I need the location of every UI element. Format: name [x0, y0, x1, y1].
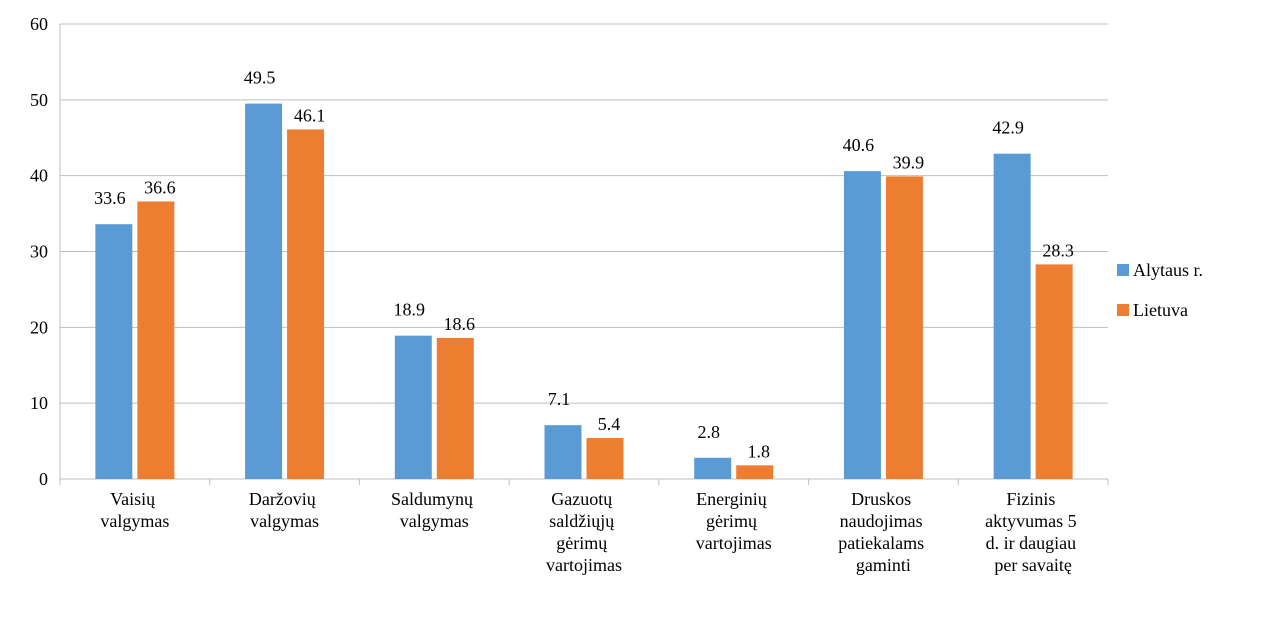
- x-tick-label-line: aktyvumas 5: [985, 511, 1081, 531]
- bar: [287, 129, 325, 480]
- bar: [1035, 264, 1073, 479]
- value-label: 36.6: [144, 177, 176, 197]
- value-label: 39.9: [893, 152, 925, 172]
- bar: [885, 176, 923, 480]
- bar: [544, 425, 582, 479]
- value-label: 18.6: [444, 314, 476, 334]
- y-tick-label: 40: [30, 166, 48, 186]
- bar: [245, 103, 283, 479]
- value-label: 33.6: [94, 188, 126, 208]
- legend-swatch: [1117, 264, 1129, 276]
- bar: [137, 201, 175, 479]
- x-tick-label-line: valgymas: [250, 511, 319, 531]
- value-label: 2.8: [697, 422, 720, 442]
- y-tick-label: 50: [30, 90, 48, 110]
- x-tick-label: Druskos naudojimas patiekalams gaminti: [838, 489, 928, 575]
- bar: [993, 153, 1031, 480]
- x-tick-label-line: vartojimas: [546, 555, 622, 575]
- x-tick-label-line: Energinių: [696, 489, 771, 509]
- value-label: 5.4: [598, 414, 621, 434]
- y-tick-label: 30: [30, 242, 48, 262]
- value-label: 1.8: [747, 441, 770, 461]
- x-tick-label-line: gėrimų: [556, 533, 612, 553]
- bar: [436, 337, 474, 479]
- bar: [736, 465, 774, 479]
- x-tick-label-line: gėrimų: [706, 511, 762, 531]
- x-tick-label-line: Daržovių: [249, 489, 320, 509]
- x-tick-label-line: Druskos: [851, 489, 916, 509]
- y-tick-label: 10: [30, 393, 48, 413]
- x-tick-label: Saldumynų valgymas: [391, 489, 478, 531]
- y-tick-label: 60: [30, 14, 48, 34]
- value-label: 49.5: [244, 68, 276, 88]
- value-label: 28.3: [1042, 240, 1074, 260]
- y-tick-label: 20: [30, 317, 48, 337]
- value-label: 42.9: [992, 118, 1024, 138]
- x-tick-label-line: patiekalams: [838, 533, 928, 553]
- x-tick-label-line: per savaitę: [994, 555, 1071, 575]
- x-tick-label-line: saldžiųjų: [549, 511, 619, 531]
- x-tick-label-line: vartojimas: [696, 533, 772, 553]
- x-tick-label: Gazuotų saldžiųjų gėrimų vartojimas: [546, 489, 622, 575]
- bar: [843, 171, 881, 479]
- x-tick-label-line: valgymas: [100, 511, 169, 531]
- value-label: 7.1: [548, 389, 571, 409]
- x-tick-label-line: Vaisių: [110, 489, 160, 509]
- bar: [95, 224, 133, 479]
- x-tick-label-line: Gazuotų: [551, 489, 616, 509]
- value-label: 46.1: [294, 105, 326, 125]
- value-label: 40.6: [843, 135, 875, 155]
- x-tick-label: Vaisių valgymas: [100, 489, 169, 531]
- legend-swatch: [1117, 304, 1129, 316]
- x-tick-label: Energinių gėrimų vartojimas: [696, 489, 772, 553]
- x-tick-label-line: d. ir daugiau: [986, 533, 1081, 553]
- bar: [694, 457, 732, 479]
- legend-label: Alytaus r.: [1133, 260, 1203, 280]
- y-tick-label: 0: [39, 469, 48, 489]
- x-tick-label-line: gaminti: [856, 555, 911, 575]
- x-tick-label: Daržovių valgymas: [249, 489, 320, 531]
- bar: [586, 438, 624, 479]
- bar: [394, 335, 432, 479]
- x-tick-label: Fizinis aktyvumas 5 d. ir daugiau per sa…: [985, 489, 1081, 575]
- value-label: 18.9: [394, 300, 426, 320]
- x-tick-label-line: Fizinis: [1006, 489, 1060, 509]
- x-tick-label-line: naudojimas: [840, 511, 928, 531]
- x-tick-label-line: Saldumynų: [391, 489, 478, 509]
- legend-label: Lietuva: [1133, 300, 1188, 320]
- x-tick-label-line: valgymas: [400, 511, 469, 531]
